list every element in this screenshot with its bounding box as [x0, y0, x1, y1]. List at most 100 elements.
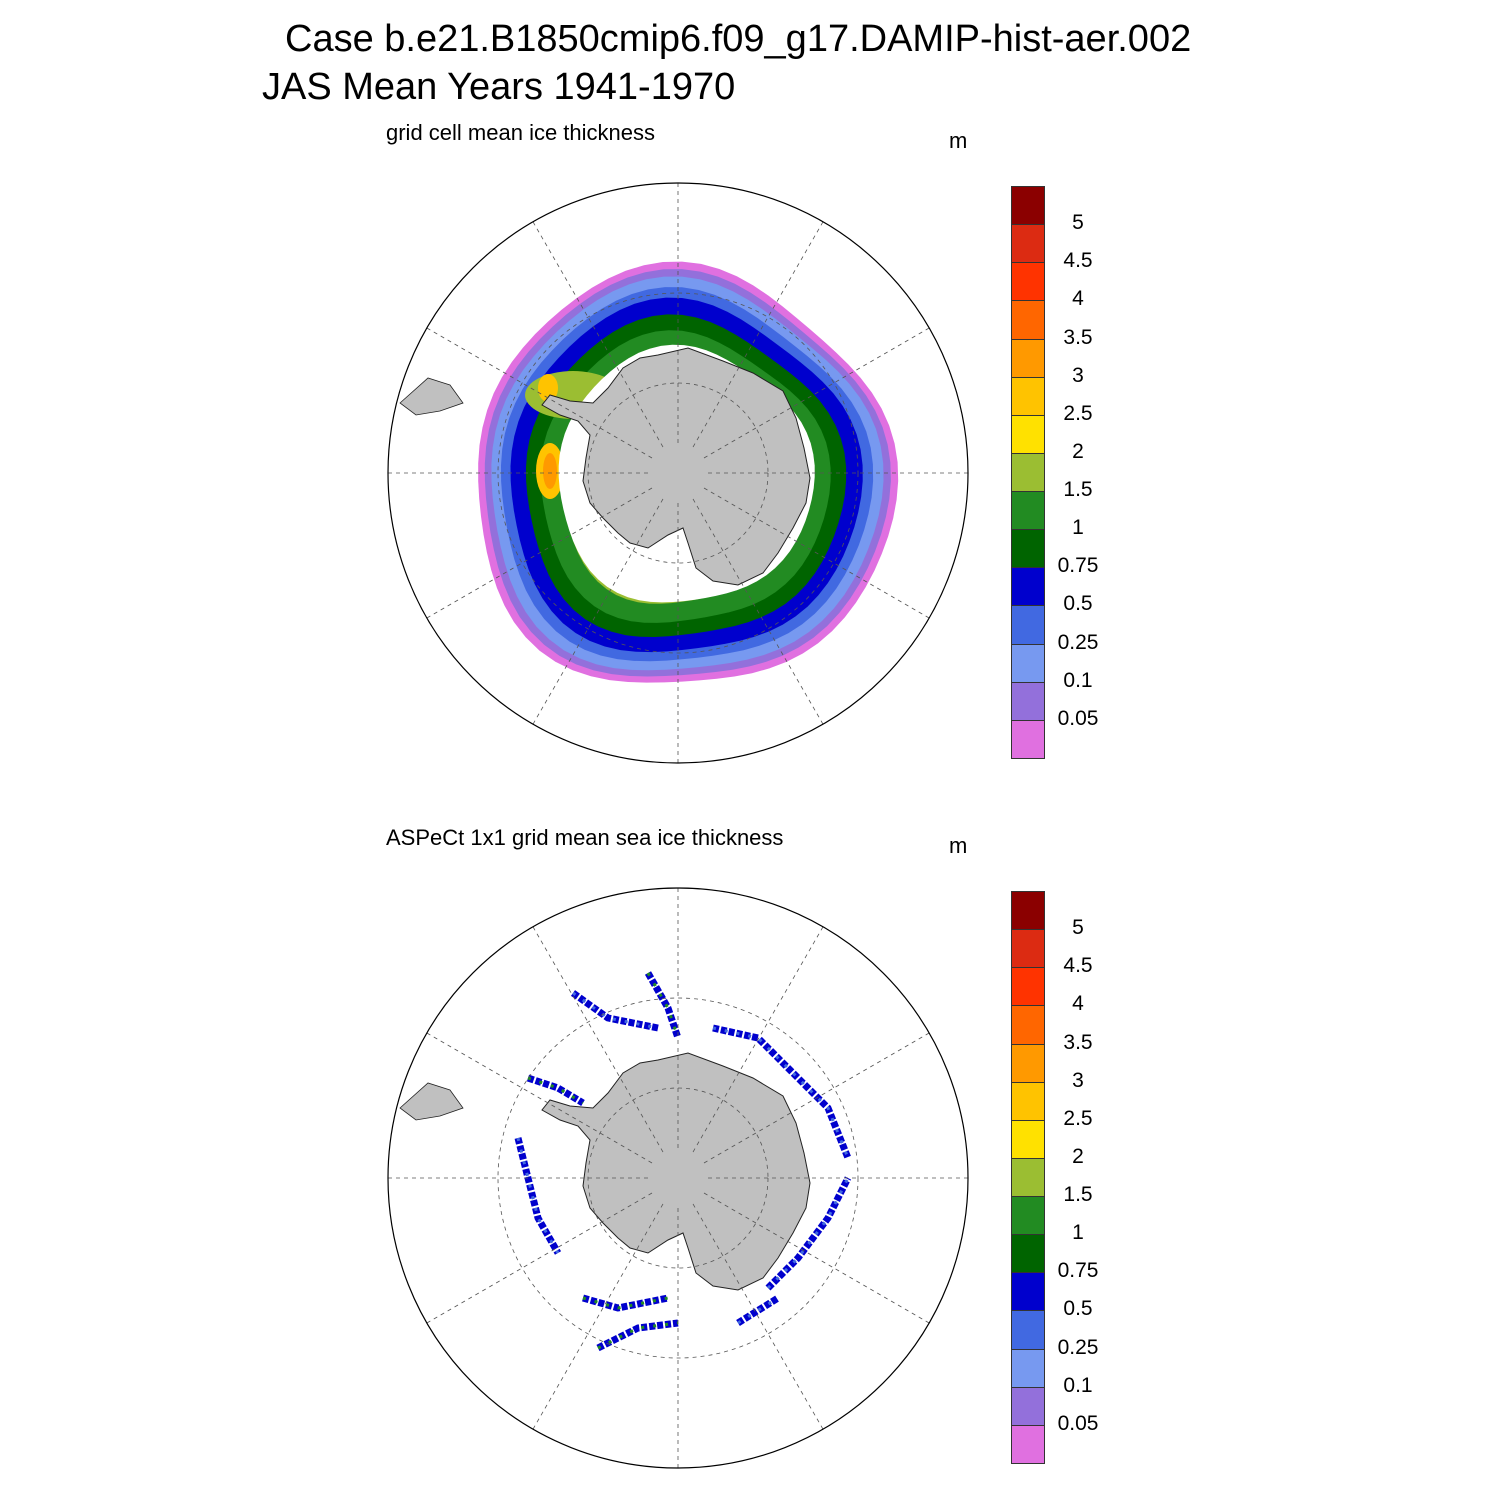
panel2-south-america-land — [399, 1082, 464, 1121]
panel2-ship-track-observation — [572, 991, 659, 1030]
panel2-ship-track-observation — [712, 1024, 852, 1160]
panel2-ship-track-observation — [582, 1296, 669, 1310]
panel1-colorbar-tick-label: 1.5 — [1063, 478, 1093, 502]
panel2-meridian-line — [532, 1203, 664, 1430]
panel1-meridian-line — [692, 221, 824, 448]
panel1-colorbar-tick-label: 4.5 — [1063, 249, 1093, 273]
panel1-map-boundary — [387, 182, 969, 764]
panel2-colorbar-tick-label: 4 — [1072, 992, 1084, 1016]
panel1-colorbar-tick-label: 0.25 — [1057, 630, 1099, 654]
panel1-title: grid cell mean ice thickness — [386, 120, 656, 145]
panel2-colorbar-tick-label: 3.5 — [1063, 1030, 1093, 1054]
panel1-colorbar-swatch — [1011, 605, 1045, 645]
panel1-colorbar-swatch — [1011, 338, 1045, 378]
panel2-colorbar-swatch — [1011, 1157, 1045, 1198]
panel1-colorbar-tick-label: 3 — [1072, 363, 1084, 387]
panel1-colorbar-swatch — [1011, 452, 1045, 493]
panel1-latitude-circle — [497, 292, 859, 654]
panel1-colorbar-swatch — [1011, 719, 1045, 759]
panel2-colorbar-swatch — [1011, 891, 1045, 931]
panel1-colorbar-swatch — [1011, 224, 1045, 264]
figure-subtitle: JAS Mean Years 1941-1970 — [262, 66, 736, 108]
panel2-colorbar-tick-label: 2.5 — [1063, 1106, 1093, 1130]
panel1-colorbar-tick-label: 1 — [1072, 516, 1084, 540]
panel2-colorbar-tick-label: 0.1 — [1063, 1373, 1093, 1397]
panel1-colorbar-tick-label: 0.5 — [1063, 592, 1093, 616]
panel1-colorbar-swatch — [1011, 414, 1045, 454]
panel2-latitude-circle — [497, 997, 859, 1359]
panel1-colorbar-tick-label: 4 — [1072, 287, 1084, 311]
panel2-colorbar-swatch — [1011, 1196, 1045, 1236]
panel1-colorbar-swatch — [1011, 376, 1045, 416]
figure-title: Case b.e21.B1850cmip6.f09_g17.DAMIP-hist… — [285, 18, 1192, 60]
panel2-colorbar-swatch — [1011, 1234, 1045, 1274]
panel2-colorbar-swatch — [1011, 967, 1045, 1007]
panel2-meridian-line — [703, 1192, 930, 1324]
panel1-colorbar-tick-label: 0.1 — [1063, 668, 1093, 692]
panel1-colorbar-swatch — [1011, 300, 1045, 340]
panel2-colorbar-swatch — [1011, 929, 1045, 969]
panel1-colorbar-swatch — [1011, 643, 1045, 683]
panel1-antarctica-land — [541, 347, 811, 586]
panel2-ship-track-observation — [765, 1176, 852, 1291]
panel1-colorbar-swatch — [1011, 186, 1045, 226]
panel1-polar-map — [380, 177, 980, 777]
panel1-meridian-line — [692, 498, 824, 725]
panel1-colorbar-tick-label: 0.75 — [1057, 554, 1099, 578]
panel1-unit: m — [949, 128, 968, 153]
panel2-polar-map — [380, 882, 980, 1482]
panel2-colorbar-tick-label: 4.5 — [1063, 954, 1093, 978]
panel2-colorbar-tick-label: 2 — [1072, 1144, 1084, 1168]
panel2-colorbar-swatch — [1011, 1081, 1045, 1121]
panel2-meridian-line — [426, 1032, 653, 1164]
panel2-colorbar-tick-label: 0.5 — [1063, 1297, 1093, 1321]
panel1-colorbar-swatch — [1011, 262, 1045, 302]
panel1-colorbar: 5 4.5 4 3.5 3 2.5 2 1.5 1 0.75 0.5 0.25 0.1 0.05 — [1011, 186, 1098, 759]
panel2-ship-track-observation — [526, 1074, 585, 1107]
panel1-colorbar-tick-label: 0.05 — [1057, 706, 1099, 730]
panel2-colorbar-swatch — [1011, 1310, 1045, 1350]
panel1-south-america-land — [399, 377, 464, 416]
panel1-colorbar-tick-label: 2.5 — [1063, 401, 1093, 425]
panel2-colorbar: 5 4.5 4 3.5 3 2.5 2 1.5 1 0.75 0.5 0.25 0.1 0.05 — [1011, 891, 1098, 1464]
panel2-unit: m — [949, 833, 968, 858]
panel2-ship-track-observation — [516, 1137, 560, 1254]
panel2-colorbar-swatch — [1011, 1424, 1045, 1464]
panel1-colorbar-swatch — [1011, 681, 1045, 721]
panel1-meridian-line — [703, 327, 930, 459]
panel2-colorbar-tick-label: 0.75 — [1057, 1259, 1099, 1283]
panel2-meridian-line — [703, 1032, 930, 1164]
panel2-ship-track-observation — [646, 972, 680, 1039]
panel2-ship-track-observation — [596, 1319, 679, 1352]
panel2-ship-track-observation — [597, 1321, 679, 1350]
panel1-meridian-line — [426, 327, 653, 459]
panel1-colorbar-swatch — [1011, 529, 1045, 569]
panel2-colorbar-swatch — [1011, 1119, 1045, 1159]
panel2-meridian-line — [426, 1192, 653, 1324]
panel1-meridian-line — [703, 487, 930, 619]
panel2-colorbar-swatch — [1011, 1386, 1045, 1426]
panel2-colorbar-tick-label: 1.5 — [1063, 1183, 1093, 1207]
panel2-colorbar-tick-label: 1 — [1072, 1221, 1084, 1245]
panel2-colorbar-tick-label: 3 — [1072, 1068, 1084, 1092]
panel1-colorbar-tick-label: 5 — [1072, 211, 1084, 235]
panel1-meridian-line — [426, 487, 653, 619]
panel2-colorbar-tick-label: 0.05 — [1057, 1411, 1099, 1435]
panel2-colorbar-swatch — [1011, 1005, 1045, 1045]
panel2-ship-track-observation — [570, 990, 659, 1032]
panel2-colorbar-swatch — [1011, 1272, 1045, 1312]
panel2-colorbar-tick-label: 5 — [1072, 916, 1084, 940]
panel2-meridian-line — [532, 926, 664, 1153]
panel1-colorbar-tick-label: 2 — [1072, 439, 1084, 463]
panel1-meridian-line — [532, 498, 664, 725]
panel2-colorbar-tick-label: 0.25 — [1057, 1335, 1099, 1359]
panel1-thick-ice-patch — [538, 374, 558, 402]
panel1-colorbar-swatch — [1011, 567, 1045, 607]
panel2-colorbar-swatch — [1011, 1348, 1045, 1388]
panel1-meridian-line — [532, 221, 664, 448]
panel2-antarctica-land — [541, 1052, 811, 1291]
panel1-colorbar-tick-label: 3.5 — [1063, 325, 1093, 349]
panel2-title: ASPeCt 1x1 grid mean sea ice thickness — [386, 825, 784, 850]
panel1-thick-ice-patch — [543, 453, 557, 489]
panel1-colorbar-swatch — [1011, 491, 1045, 531]
